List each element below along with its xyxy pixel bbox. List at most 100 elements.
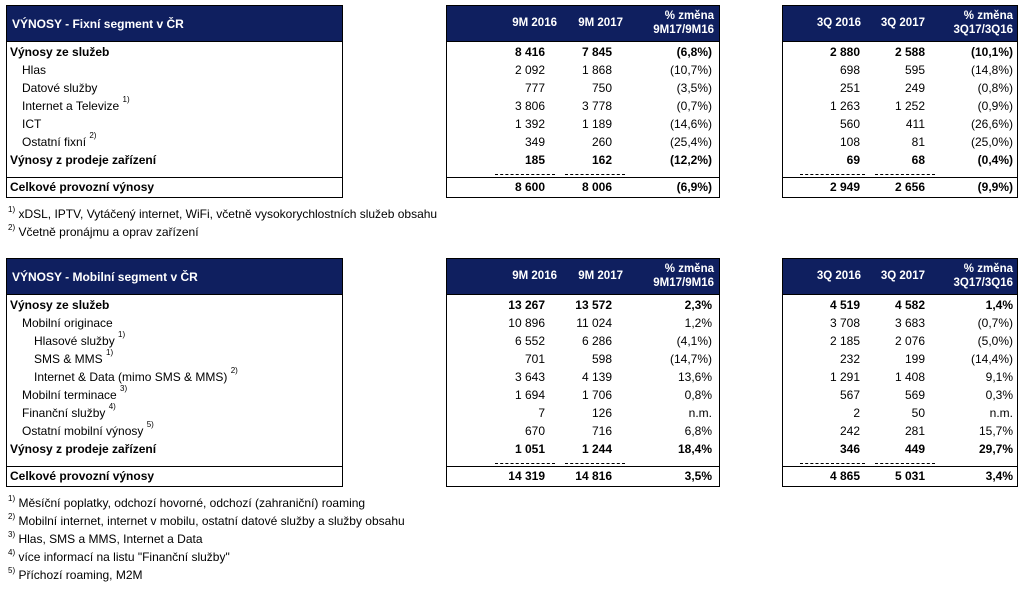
- mobile-sum-line: [565, 463, 625, 464]
- fixed-footnote: 2) Včetně pronájmu a oprav zařízení: [8, 224, 199, 240]
- fixed-sum-line: [565, 174, 625, 175]
- mobile-col-3q2016: 3Q 2016: [816, 270, 861, 282]
- fixed-value-3q2017: 1 252: [894, 99, 925, 113]
- fixed-header-3q: 3Q 2016 3Q 2017 % změna 3Q17/3Q16: [782, 5, 1018, 42]
- fixed-change-9m: (14,6%): [669, 117, 712, 131]
- mobile-sum-line: [495, 463, 555, 464]
- mobile-value-3q2016: 567: [839, 388, 860, 402]
- mobile-footnote: 1) Měsíční poplatky, odchozí hovorné, od…: [8, 495, 366, 511]
- mobile-row-footnote-ref: 1): [106, 348, 114, 357]
- fixed-value-9m2017: 7 845: [581, 45, 612, 59]
- fixed-sum-line: [800, 174, 865, 175]
- fixed-change-3q: (0,8%): [977, 81, 1013, 95]
- fixed-col-change-3q-line2: 3Q17/3Q16: [953, 24, 1013, 36]
- mobile-change-9m: 18,4%: [677, 442, 712, 456]
- fixed-change-9m: (6,8%): [676, 45, 712, 59]
- fixed-table-row: Výnosy ze služeb 8 416 7 845 (6,8%) 2 880 2 5…: [0, 43, 1024, 61]
- mobile-change-3q: 3,4%: [985, 469, 1013, 483]
- mobile-table-row: Internet & Data (mimo SMS & MMS) 2) 3 643…: [0, 367, 1024, 386]
- mobile-total-separator: [446, 466, 720, 467]
- mobile-change-9m: 13,6%: [677, 370, 712, 384]
- mobile-header-3q: 3Q 2016 3Q 2017 % změna 3Q17/3Q16: [782, 258, 1018, 295]
- fixed-value-3q2017: 2 656: [894, 180, 925, 194]
- fixed-change-3q: (14,8%): [970, 63, 1013, 77]
- mobile-row-label-text: Výnosy ze služeb: [10, 298, 110, 312]
- fixed-col-change-9m-line2: 9M17/9M16: [653, 24, 714, 36]
- fixed-row-footnote-ref: 2): [89, 131, 97, 140]
- fixed-sum-line: [875, 174, 935, 175]
- mobile-value-9m2016: 10 896: [508, 316, 545, 330]
- mobile-row-label-text: Ostatní mobilní výnosy: [22, 424, 147, 438]
- mobile-row-footnote-ref: 5): [146, 420, 154, 429]
- fixed-value-9m2017: 260: [591, 135, 612, 149]
- mobile-footnote-marker: 4): [8, 548, 16, 557]
- mobile-row-label-text: Internet & Data (mimo SMS & MMS): [34, 370, 231, 384]
- mobile-value-3q2017: 281: [904, 424, 925, 438]
- mobile-change-3q: 9,1%: [985, 370, 1013, 384]
- mobile-footnote: 4) více informací na listu "Finanční slu…: [8, 548, 230, 565]
- mobile-sum-line: [875, 463, 935, 464]
- mobile-footnote-text: Měsíční poplatky, odchozí hovorné, odcho…: [15, 496, 366, 510]
- mobile-table-row: Mobilní originace 10 896 11 024 1,2% 3 708 3 …: [0, 314, 1024, 332]
- mobile-change-3q: 15,7%: [978, 424, 1013, 438]
- fixed-value-3q2016: 1 263: [829, 99, 860, 113]
- mobile-row-label: Ostatní mobilní výnosy 5): [22, 420, 154, 440]
- mobile-row-footnote-ref: 1): [118, 330, 126, 339]
- fixed-row-label-text: ICT: [22, 117, 42, 131]
- fixed-row-label-text: Výnosy ze služeb: [10, 45, 110, 59]
- mobile-change-3q: 1,4%: [985, 298, 1013, 312]
- mobile-col-change-9m-line2: 9M17/9M16: [653, 277, 714, 289]
- fixed-value-9m2016: 8 416: [514, 45, 545, 59]
- mobile-footnote-marker: 3): [8, 530, 16, 539]
- fixed-row-label: Výnosy z prodeje zařízení: [10, 151, 156, 169]
- mobile-table-row: Finanční služby 4) 7 126 n.m. 2 50 n.m.: [0, 403, 1024, 422]
- fixed-table-row: ICT 1 392 1 189 (14,6%) 560 411 (26,6%): [0, 115, 1024, 133]
- mobile-footnote-text: Hlas, SMS a MMS, Internet a Data: [15, 532, 203, 546]
- fixed-value-9m2016: 777: [524, 81, 545, 95]
- mobile-table-title: VÝNOSY - Mobilní segment v ČR: [12, 270, 198, 284]
- fixed-footnote-text: xDSL, IPTV, Vytáčený internet, WiFi, vče…: [15, 207, 438, 221]
- fixed-header-title-cell: VÝNOSY - Fixní segment v ČR: [6, 5, 343, 42]
- fixed-change-9m: (25,4%): [669, 135, 712, 149]
- mobile-footnote: 3) Hlas, SMS a MMS, Internet a Data: [8, 530, 203, 547]
- mobile-change-9m: 6,8%: [684, 424, 712, 438]
- fixed-row-label: Výnosy ze služeb: [10, 43, 109, 61]
- fixed-table-row: Celkové provozní výnosy 8 600 8 006 (6,9%) 2…: [0, 178, 1024, 196]
- mobile-total-separator: [6, 466, 343, 467]
- fixed-value-9m2016: 3 806: [514, 99, 545, 113]
- mobile-row-label: SMS & MMS 1): [34, 348, 114, 368]
- fixed-row-label: Internet a Televize 1): [22, 96, 130, 115]
- mobile-change-9m: (14,7%): [669, 352, 712, 366]
- mobile-value-9m2017: 716: [591, 424, 612, 438]
- fixed-value-3q2017: 81: [911, 135, 925, 149]
- mobile-footnote-marker: 5): [8, 566, 16, 575]
- fixed-value-3q2016: 560: [839, 117, 860, 131]
- mobile-footnote: 5) Příchozí roaming, M2M: [8, 566, 143, 583]
- mobile-row-label-text: Mobilní terminace: [22, 388, 121, 402]
- mobile-change-9m: (4,1%): [676, 334, 712, 348]
- mobile-value-9m2016: 14 319: [508, 469, 545, 483]
- mobile-footnote: 2) Mobilní internet, internet v mobilu, …: [8, 513, 405, 529]
- fixed-footnote: 1) xDSL, IPTV, Vytáčený internet, WiFi, …: [8, 206, 438, 222]
- mobile-change-3q: 0,3%: [985, 388, 1013, 402]
- fixed-table-row: Hlas 2 092 1 868 (10,7%) 698 595 (14,8%): [0, 61, 1024, 79]
- mobile-col-change-3q-line1: % změna: [963, 263, 1013, 275]
- mobile-value-3q2016: 346: [839, 442, 860, 456]
- fixed-col-change-3q-line1: % změna: [963, 10, 1013, 22]
- fixed-value-3q2016: 251: [839, 81, 860, 95]
- mobile-row-footnote-ref: 3): [120, 384, 128, 393]
- fixed-footnote-text: Včetně pronájmu a oprav zařízení: [15, 225, 199, 239]
- mobile-value-3q2016: 4 865: [829, 469, 860, 483]
- mobile-value-9m2017: 14 816: [575, 469, 612, 483]
- fixed-change-9m: (0,7%): [676, 99, 712, 113]
- fixed-col-3q2016: 3Q 2016: [816, 17, 861, 29]
- fixed-value-3q2017: 595: [904, 63, 925, 77]
- mobile-change-9m: 3,5%: [684, 469, 712, 483]
- mobile-value-9m2017: 1 706: [581, 388, 612, 402]
- mobile-value-3q2016: 2: [853, 406, 860, 420]
- mobile-value-9m2017: 4 139: [581, 370, 612, 384]
- fixed-row-label-text: Internet a Televize: [22, 99, 123, 113]
- fixed-table-title: VÝNOSY - Fixní segment v ČR: [12, 17, 184, 31]
- fixed-table-row: Internet a Televize 1) 3 806 3 778 (0,7%) 1 …: [0, 96, 1024, 115]
- mobile-value-9m2017: 6 286: [581, 334, 612, 348]
